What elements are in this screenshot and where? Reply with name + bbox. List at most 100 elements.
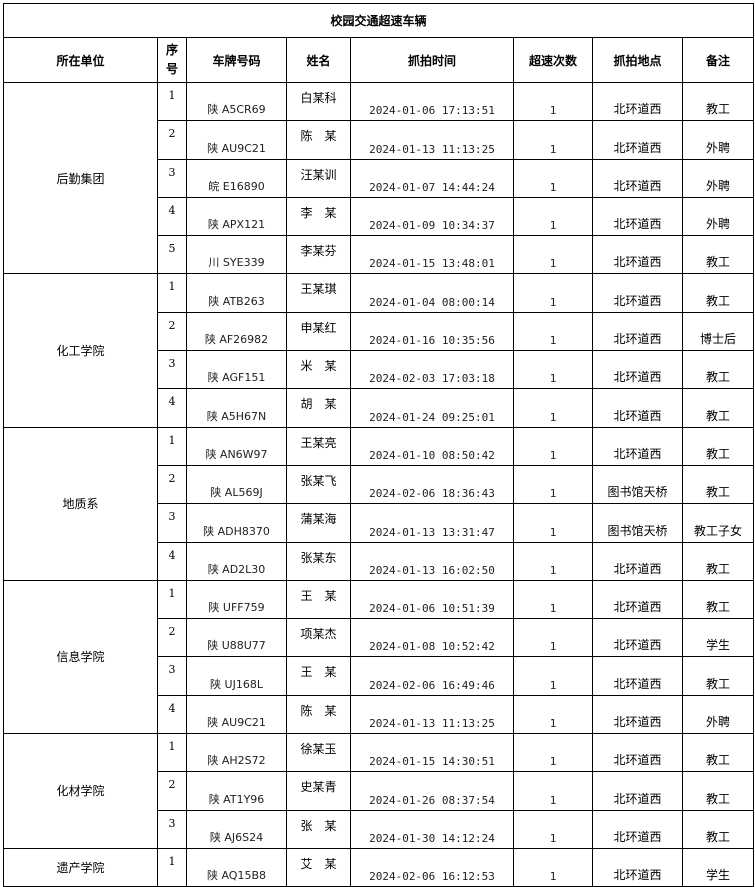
note-cell: 教工 <box>681 733 755 773</box>
count-cell: 1 <box>513 426 593 466</box>
place-cell: 北环道西 <box>592 694 683 735</box>
place-cell: 北环道西 <box>592 847 683 887</box>
plate-cell: 陕 ADH8370 <box>186 503 287 543</box>
table-row: 后勤集团 1 陕 A5CR69 白某科 2024-01-06 17:13:51 1 北环道西… <box>3 81 755 275</box>
seq-cell: 5 <box>157 235 187 275</box>
count-cell: 1 <box>513 311 593 352</box>
time-cell: 2024-02-06 16:49:46 <box>350 656 514 696</box>
note-cell: 教工 <box>681 81 755 122</box>
unit-cell: 化工学院 <box>3 273 158 428</box>
time-cell: 2024-01-10 08:50:42 <box>350 426 514 466</box>
count-cell: 1 <box>513 656 593 696</box>
name-cell: 徐某玉 <box>286 733 351 773</box>
name-cell: 张 某 <box>286 809 351 849</box>
seq-cell: 4 <box>157 541 187 581</box>
seq-cell: 3 <box>157 809 187 849</box>
note-cell: 教工 <box>681 235 755 275</box>
note-cell: 外聘 <box>681 694 755 735</box>
header-row: 所在单位 序号 车牌号码 姓名 抓拍时间 超速次数 抓拍地点 备注 <box>3 37 755 83</box>
plate-cell: 陕 AJ6S24 <box>186 809 287 849</box>
name-cell: 汪某训 <box>286 158 351 198</box>
time-cell: 2024-02-03 17:03:18 <box>350 350 514 390</box>
plate-cell: 陕 AGF151 <box>186 350 287 390</box>
plate-cell: 皖 E16890 <box>186 158 287 198</box>
plate-cell: 陕 A5CR69 <box>186 81 287 122</box>
table-row: 化材学院 1 陕 AH2S72 徐某玉 2024-01-15 14:30:51 1 北环道西… <box>3 733 755 849</box>
seq-cell: 1 <box>157 273 187 313</box>
name-cell: 张某东 <box>286 541 351 581</box>
name-cell: 王某亮 <box>286 426 351 466</box>
time-cell: 2024-01-06 17:13:51 <box>350 81 514 122</box>
note-cell: 学生 <box>681 847 755 887</box>
note-cell: 教工 <box>681 809 755 849</box>
note-cell: 教工 <box>681 771 755 811</box>
seq-cell: 4 <box>157 196 187 237</box>
seq-cell: 2 <box>157 464 187 505</box>
time-cell: 2024-01-15 13:48:01 <box>350 235 514 275</box>
plate-cell: 陕 ATB263 <box>186 273 287 313</box>
unit-cell: 遗产学院 <box>3 847 158 887</box>
name-cell: 米 某 <box>286 350 351 390</box>
count-cell: 1 <box>513 579 593 620</box>
plate-cell: 陕 AD2L30 <box>186 541 287 581</box>
header-note: 备注 <box>681 37 755 83</box>
time-cell: 2024-01-13 11:13:25 <box>350 120 514 160</box>
count-cell: 1 <box>513 350 593 390</box>
count-cell: 1 <box>513 541 593 581</box>
place-cell: 北环道西 <box>592 196 683 237</box>
place-cell: 北环道西 <box>592 656 683 696</box>
speeding-vehicles-table: 校园交通超速车辆 所在单位 序号 车牌号码 姓名 抓拍时间 超速次数 抓拍地点 … <box>2 3 755 887</box>
plate-cell: 陕 AH2S72 <box>186 733 287 773</box>
seq-cell: 2 <box>157 771 187 811</box>
note-cell: 外聘 <box>681 120 755 160</box>
place-cell: 北环道西 <box>592 350 683 390</box>
time-cell: 2024-01-15 14:30:51 <box>350 733 514 773</box>
plate-cell: 陕 U88U77 <box>186 618 287 658</box>
plate-cell: 川 SYE339 <box>186 235 287 275</box>
unit-cell: 化材学院 <box>3 733 158 849</box>
time-cell: 2024-01-13 16:02:50 <box>350 541 514 581</box>
note-cell: 博士后 <box>681 311 755 352</box>
place-cell: 北环道西 <box>592 541 683 581</box>
name-cell: 王 某 <box>286 579 351 620</box>
note-cell: 教工 <box>681 541 755 581</box>
header-place: 抓拍地点 <box>592 37 683 83</box>
name-cell: 艾 某 <box>286 847 351 887</box>
name-cell: 李 某 <box>286 196 351 237</box>
plate-cell: 陕 AF26982 <box>186 311 287 352</box>
seq-cell: 1 <box>157 81 187 122</box>
seq-cell: 3 <box>157 503 187 543</box>
name-cell: 王某琪 <box>286 273 351 313</box>
table-title: 校园交通超速车辆 <box>2 3 755 38</box>
time-cell: 2024-01-07 14:44:24 <box>350 158 514 198</box>
plate-cell: 陕 AQ15B8 <box>186 847 287 887</box>
count-cell: 1 <box>513 388 593 428</box>
note-cell: 外聘 <box>681 196 755 237</box>
seq-cell: 3 <box>157 350 187 390</box>
seq-cell: 3 <box>157 656 187 696</box>
unit-cell: 后勤集团 <box>3 81 158 275</box>
count-cell: 1 <box>513 464 593 505</box>
count-cell: 1 <box>513 694 593 735</box>
place-cell: 图书馆天桥 <box>592 464 683 505</box>
name-cell: 李某芬 <box>286 235 351 275</box>
place-cell: 北环道西 <box>592 273 683 313</box>
header-count: 超速次数 <box>513 37 593 83</box>
place-cell: 北环道西 <box>592 158 683 198</box>
plate-cell: 陕 AU9C21 <box>186 120 287 160</box>
place-cell: 北环道西 <box>592 771 683 811</box>
table-row: 遗产学院 1 陕 AQ15B8 艾 某 2024-02-06 16:12:53 1 北环道西… <box>3 847 755 887</box>
plate-cell: 陕 AT1Y96 <box>186 771 287 811</box>
time-cell: 2024-02-06 18:36:43 <box>350 464 514 505</box>
table-row: 地质系 1 陕 AN6W97 王某亮 2024-01-10 08:50:42 1 北环道西教… <box>3 426 755 581</box>
place-cell: 图书馆天桥 <box>592 503 683 543</box>
time-cell: 2024-01-13 13:31:47 <box>350 503 514 543</box>
seq-cell: 1 <box>157 579 187 620</box>
place-cell: 北环道西 <box>592 618 683 658</box>
place-cell: 北环道西 <box>592 311 683 352</box>
note-cell: 教工 <box>681 656 755 696</box>
